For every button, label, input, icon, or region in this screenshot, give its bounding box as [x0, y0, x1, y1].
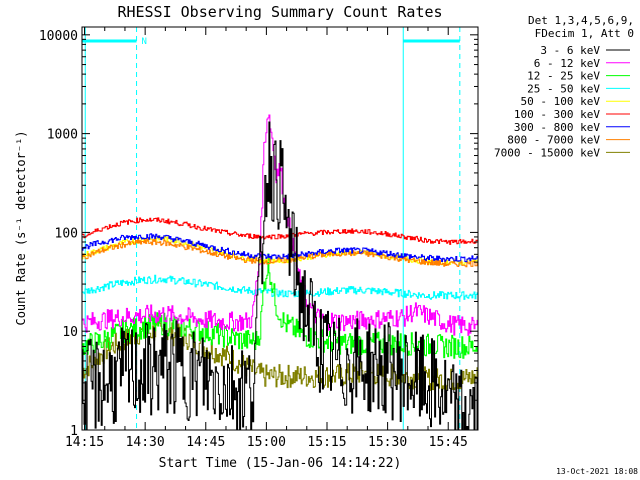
footer-date: 13-Oct-2021 18:08 — [556, 467, 638, 476]
y-tick-label-4: 1000 — [47, 128, 78, 143]
y-tick-label-5: 10000 — [39, 29, 78, 44]
series-line-7 — [82, 233, 479, 263]
x-tick-label-3: 14:45 — [186, 435, 225, 450]
series-line-8 — [82, 238, 479, 268]
x-tick-label-1: 14:15 — [65, 435, 104, 450]
chart-title: RHESSI Observing Summary Count Rates — [117, 3, 442, 21]
x-tick-label-4: 15:00 — [247, 435, 286, 450]
legend-label-3: 12 - 25 keV — [527, 70, 600, 83]
legend-label-1: 3 - 6 keV — [540, 44, 600, 57]
legend: Det 1,3,4,5,6,9, FDecim 1, Att 0 3 - 6 k… — [494, 14, 634, 159]
night-flag-label: N — [142, 37, 147, 47]
legend-label-4: 25 - 50 keV — [527, 82, 600, 95]
x-tick-label-7: 15:45 — [429, 435, 468, 450]
series-line-4 — [82, 274, 479, 300]
series-line-1 — [82, 121, 479, 431]
series-line-6 — [82, 217, 479, 245]
x-axis-title: Start Time (15-Jan-06 14:14:22) — [159, 456, 402, 471]
legend-label-9: 7000 - 15000 keV — [494, 146, 600, 159]
plot-frame — [81, 26, 479, 431]
y-tick-label-1: 1 — [70, 424, 78, 439]
x-tick-label-2: 14:30 — [126, 435, 165, 450]
x-tick-label-5: 15:15 — [307, 435, 346, 450]
legend-label-5: 50 - 100 keV — [521, 95, 601, 108]
y-tick-label-3: 100 — [55, 226, 78, 241]
legend-label-2: 6 - 12 keV — [534, 57, 601, 70]
x-tick-label-6: 15:30 — [368, 435, 407, 450]
y-axis-title: Count Rate (s⁻¹ detector⁻¹) — [14, 130, 28, 325]
axis-ticks: 14:15 14:30 14:45 15:00 15:15 15:30 15:45 1 10 10… — [39, 27, 478, 450]
legend-header-line-2: FDecim 1, Att 0 — [535, 27, 634, 40]
y-tick-label-2: 10 — [62, 325, 78, 340]
legend-label-6: 100 - 300 keV — [514, 108, 600, 121]
legend-header-line-1: Det 1,3,4,5,6,9, — [528, 14, 634, 27]
plot-area: N — [82, 27, 479, 431]
legend-label-7: 300 - 800 keV — [514, 121, 600, 134]
series-line-3 — [82, 253, 479, 359]
legend-label-8: 800 - 7000 keV — [507, 134, 600, 147]
